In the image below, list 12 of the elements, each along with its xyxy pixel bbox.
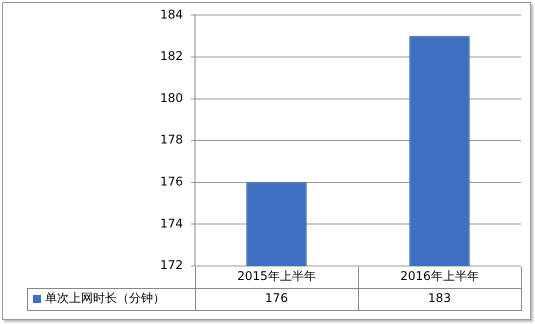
x-tick-label: 2016年上半年 [400,269,479,284]
y-tick-label: 176 [160,174,183,189]
y-tick-label: 172 [160,258,183,272]
data-label: 183 [428,291,451,306]
y-tick-label: 174 [160,216,183,230]
x-tick-label: 2015年上半年 [237,269,316,284]
y-tick-label: 182 [160,49,183,64]
y-tick-label: 178 [160,132,183,147]
legend-label: 单次上网时长（分钟） [45,291,165,306]
y-tick-label: 180 [160,90,183,105]
y-tick-label: 184 [160,7,183,22]
data-label: 176 [265,291,288,306]
